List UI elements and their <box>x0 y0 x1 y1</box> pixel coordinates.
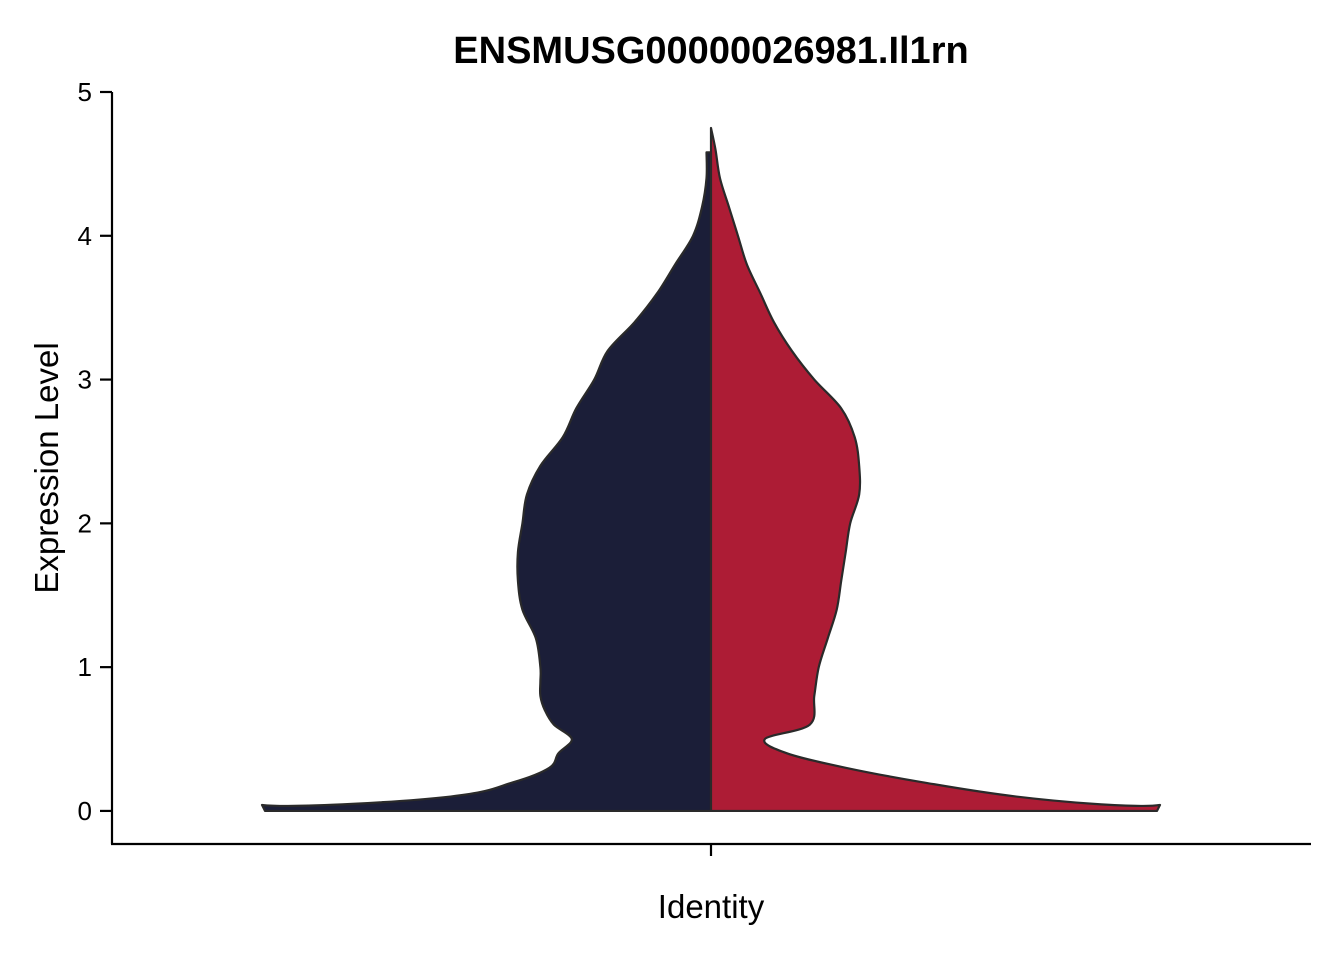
y-tick-label-3: 3 <box>78 365 92 395</box>
chart-title: ENSMUSG00000026981.Il1rn <box>453 30 968 72</box>
y-axis-label: Expression Level <box>28 342 65 593</box>
y-tick-label-1: 1 <box>78 652 92 682</box>
y-tick-label-2: 2 <box>78 508 92 538</box>
y-tick-label-5: 5 <box>78 77 92 107</box>
y-tick-label-4: 4 <box>78 221 92 251</box>
y-tick-label-0: 0 <box>78 796 92 826</box>
axes <box>110 92 1311 856</box>
x-axis-label: Identity <box>658 888 765 925</box>
violin-half-right <box>709 126 1162 813</box>
violin-half-left <box>260 151 713 813</box>
y-ticks: 0 1 2 3 4 5 <box>78 77 112 826</box>
violins <box>260 126 1162 813</box>
